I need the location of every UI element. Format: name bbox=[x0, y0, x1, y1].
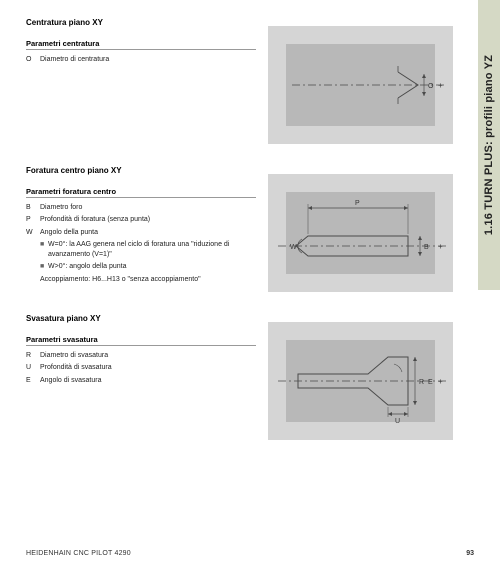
figure-foratura: W P B + bbox=[268, 174, 453, 292]
footer-page-number: 93 bbox=[466, 550, 474, 557]
plus-icon: + bbox=[438, 242, 443, 251]
figure-col: O + bbox=[268, 18, 474, 144]
param-key: E bbox=[26, 376, 40, 385]
page-footer: HEIDENHAIN CNC PILOT 4290 93 bbox=[26, 550, 474, 557]
param-row: P Profondità di foratura (senza punta) bbox=[26, 215, 256, 224]
title-svasatura: Svasatura piano XY bbox=[26, 314, 256, 323]
plus-icon: + bbox=[438, 377, 443, 386]
param-key: U bbox=[26, 363, 40, 372]
label-W: W bbox=[290, 244, 297, 251]
footer-left: HEIDENHAIN CNC PILOT 4290 bbox=[26, 550, 131, 557]
bullet-row: ■ W=0°: la AAG genera nel ciclo di forat… bbox=[26, 240, 256, 259]
param-key: R bbox=[26, 351, 40, 360]
param-row: U Profondità di svasatura bbox=[26, 363, 256, 372]
bullet-text: W=0°: la AAG genera nel ciclo di foratur… bbox=[48, 240, 256, 259]
figure-col: R E + U bbox=[268, 314, 474, 440]
label-U: U bbox=[395, 418, 400, 425]
bullet-icon: ■ bbox=[40, 262, 48, 271]
label-B: B bbox=[424, 244, 429, 251]
label-E: E bbox=[428, 379, 433, 386]
label-R: R bbox=[419, 379, 424, 386]
page-body: Centratura piano XY Parametri centratura… bbox=[0, 0, 500, 571]
title-centratura: Centratura piano XY bbox=[26, 18, 256, 27]
section-centratura: Centratura piano XY Parametri centratura… bbox=[26, 18, 474, 144]
figure-centratura: O + bbox=[268, 26, 453, 144]
subtitle-svasatura: Parametri svasatura bbox=[26, 335, 256, 346]
bullet-row: ■ W>0°: angolo della punta bbox=[26, 262, 256, 271]
figure-svasatura: R E + U bbox=[268, 322, 453, 440]
param-desc: Diametro di svasatura bbox=[40, 351, 256, 360]
plus-icon: + bbox=[438, 81, 443, 90]
text-col-svasatura: Svasatura piano XY Parametri svasatura R… bbox=[26, 314, 256, 385]
bullet-text: W>0°: angolo della punta bbox=[48, 262, 127, 271]
param-row: O Diametro di centratura bbox=[26, 55, 256, 64]
param-key: O bbox=[26, 55, 40, 64]
text-col-foratura: Foratura centro piano XY Parametri forat… bbox=[26, 166, 256, 284]
param-desc: Profondità di svasatura bbox=[40, 363, 256, 372]
label-P: P bbox=[355, 200, 360, 207]
title-foratura: Foratura centro piano XY bbox=[26, 166, 256, 175]
figure-col: W P B + bbox=[268, 166, 474, 292]
subtitle-centratura: Parametri centratura bbox=[26, 39, 256, 50]
footnote: Accoppiamento: H6...H13 o "senza accoppi… bbox=[26, 275, 256, 284]
text-col-centratura: Centratura piano XY Parametri centratura… bbox=[26, 18, 256, 64]
param-row: W Angolo della punta bbox=[26, 228, 256, 237]
param-key: P bbox=[26, 215, 40, 224]
subtitle-foratura: Parametri foratura centro bbox=[26, 187, 256, 198]
param-desc: Profondità di foratura (senza punta) bbox=[40, 215, 256, 224]
section-svasatura: Svasatura piano XY Parametri svasatura R… bbox=[26, 314, 474, 440]
param-key: B bbox=[26, 203, 40, 212]
param-desc: Diametro di centratura bbox=[40, 55, 256, 64]
label-O: O bbox=[428, 83, 434, 90]
param-desc: Angolo della punta bbox=[40, 228, 256, 237]
param-row: R Diametro di svasatura bbox=[26, 351, 256, 360]
bullet-icon: ■ bbox=[40, 240, 48, 259]
section-foratura: Foratura centro piano XY Parametri forat… bbox=[26, 166, 474, 292]
param-row: B Diametro foro bbox=[26, 203, 256, 212]
param-key: W bbox=[26, 228, 40, 237]
param-desc: Diametro foro bbox=[40, 203, 256, 212]
param-row: E Angolo di svasatura bbox=[26, 376, 256, 385]
param-desc: Angolo di svasatura bbox=[40, 376, 256, 385]
